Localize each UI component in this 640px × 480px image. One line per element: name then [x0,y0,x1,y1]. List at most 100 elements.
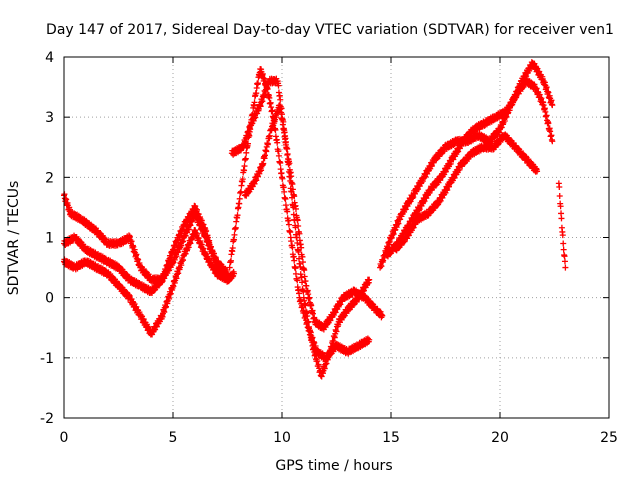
data-point [299,279,306,286]
data-point [296,255,303,262]
series-track-8 [383,76,556,260]
data-point [288,173,295,180]
x-tick-label: 20 [491,430,509,446]
data-point [556,183,563,190]
data-point [274,139,281,146]
data-point [308,302,315,309]
data-point [282,196,289,203]
data-point [292,205,299,212]
series-layer [61,59,569,380]
data-point [260,160,267,167]
data-point [277,96,284,103]
data-point [312,351,319,358]
data-point [549,102,556,109]
data-point [236,195,243,202]
data-point [287,229,294,236]
data-point [291,257,298,264]
data-point [379,312,386,319]
data-point [284,208,291,215]
data-point [366,336,373,343]
data-point [266,132,273,139]
x-tick-label: 15 [382,430,400,446]
data-point [307,328,314,335]
data-point [242,155,249,162]
chart-title: Day 147 of 2017, Sidereal Day-to-day VTE… [46,22,614,38]
data-point [556,192,563,199]
data-point [561,258,568,265]
data-point [561,253,568,260]
data-point [278,109,285,116]
series-track-4 [226,66,373,363]
grid [64,57,609,418]
data-point [226,276,233,283]
data-point [266,94,273,101]
data-point [284,145,291,152]
data-point [305,318,312,325]
x-tick-label: 5 [169,430,178,446]
data-point [285,221,292,228]
data-point [292,265,299,272]
ticks: 0 5 10 15 20 25 -2 -1 0 1 2 3 4 [40,50,618,446]
data-point [239,176,246,183]
data-point [269,107,276,114]
data-point [226,264,233,271]
data-point [275,82,282,89]
series-track-3 [61,191,233,286]
data-point [275,152,282,159]
y-tick-label: 3 [45,110,54,126]
data-point [232,224,239,231]
x-tick-label: 0 [60,430,69,446]
data-point [203,227,210,234]
data-point [291,193,298,200]
data-point [289,180,296,187]
data-point [304,313,311,320]
data-point [295,248,302,255]
x-axis-label: GPS time / hours [275,458,392,474]
y-axis-label: SDTVAR / TECUs [6,181,22,296]
data-point [279,175,286,182]
data-point [295,223,302,230]
data-point [545,120,552,127]
data-point [231,231,238,238]
data-point [281,188,288,195]
data-point [558,215,565,222]
data-point [289,244,296,251]
data-point [229,245,236,252]
y-tick-label: 0 [45,291,54,307]
data-point [299,253,306,260]
y-tick-label: 1 [45,231,54,247]
data-point [294,217,301,224]
data-point [253,90,260,97]
data-point [255,80,262,87]
data-point [328,344,335,351]
y-tick-label: -1 [40,351,54,367]
data-point [366,276,373,283]
data-point [251,99,258,106]
data-point [286,160,293,167]
x-tick-label: 10 [273,430,291,446]
data-point [279,115,286,122]
data-point [231,270,238,277]
y-tick-label: -2 [40,411,54,427]
data-point [227,257,234,264]
data-point [562,264,569,271]
data-point [294,277,301,284]
data-point [241,163,248,170]
data-point [277,159,284,166]
data-point [296,230,303,237]
data-point [234,212,241,219]
data-point [560,246,567,253]
data-point [298,244,305,251]
data-point [282,138,289,145]
series-track-1 [61,227,238,338]
data-point [265,140,272,147]
data-point [560,240,567,247]
x-tick-label: 25 [600,430,618,446]
y-tick-label: 4 [45,50,54,66]
series-track-6 [241,102,386,333]
data-point [281,127,288,134]
data-point [289,186,296,193]
data-point [293,234,300,241]
data-point [297,263,304,270]
